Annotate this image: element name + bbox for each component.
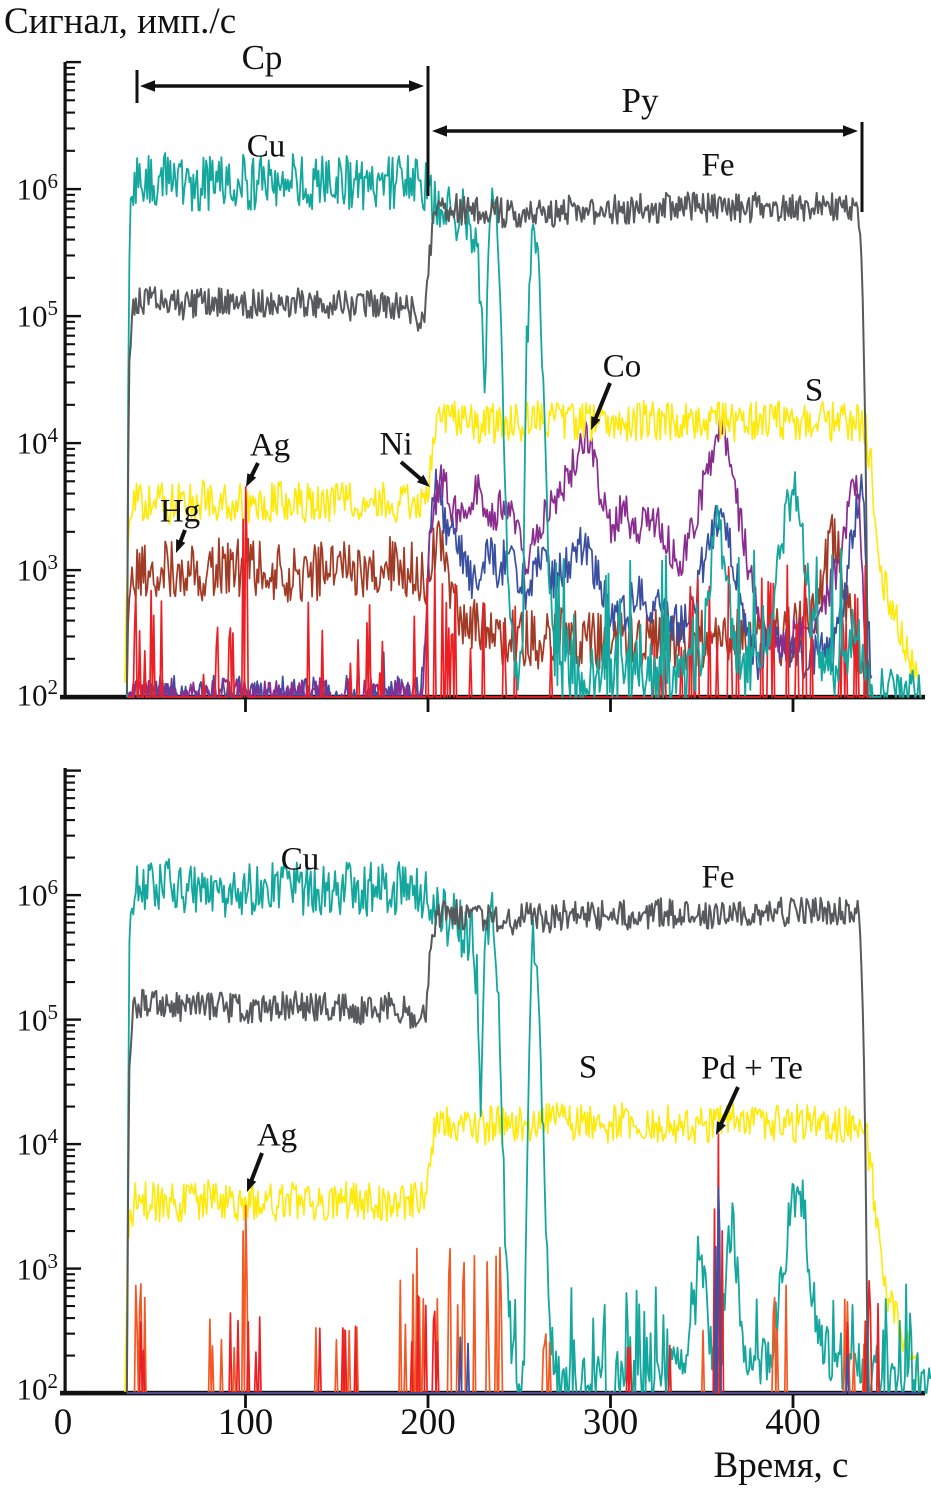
element-label-fe: Fe	[701, 147, 735, 184]
element-label-ag: Ag	[256, 1117, 298, 1154]
y-tick-base: 10	[16, 1371, 48, 1407]
arrowhead	[591, 416, 601, 430]
y-tick-exponent: 2	[47, 675, 59, 700]
x-tick-label: 200	[400, 1402, 456, 1443]
series-cu-top	[126, 152, 922, 698]
series-s-bottom	[124, 1102, 922, 1393]
y-tick-base: 10	[16, 677, 48, 713]
arrowhead	[432, 125, 447, 137]
y-tick-exponent: 4	[47, 1124, 59, 1149]
y-tick-exponent: 5	[47, 296, 59, 321]
zone-label-cp: Cp	[241, 38, 283, 77]
y-tick-base: 10	[16, 1251, 48, 1286]
y-tick-base: 10	[16, 1002, 48, 1037]
y-tick-label: 106	[0, 877, 59, 913]
element-label-s: S	[804, 372, 824, 409]
y-tick-base: 10	[16, 298, 48, 334]
y-tick-label: 103	[0, 552, 59, 588]
y-tick-exponent: 4	[47, 423, 59, 448]
x-tick-label: 100	[217, 1402, 274, 1443]
x-tick-label: 0	[53, 1402, 73, 1443]
arrowhead	[176, 539, 186, 553]
series-fe-top	[125, 191, 869, 698]
y-tick-exponent: 5	[47, 999, 59, 1024]
y-tick-label: 103	[0, 1250, 59, 1286]
arrowhead	[416, 474, 430, 487]
series-cu-bottom	[126, 858, 931, 1394]
element-label-pd-te: Pd + Te	[701, 1050, 803, 1087]
y-tick-base: 10	[16, 425, 48, 461]
series-fe-bottom	[125, 896, 869, 1394]
element-label-ag: Ag	[249, 427, 291, 464]
series-co-top	[126, 417, 869, 698]
annotation-arrow	[592, 382, 612, 422]
element-label-s: S	[578, 1049, 598, 1086]
element-label-co: Co	[602, 348, 642, 385]
y-tick-base: 10	[16, 171, 48, 207]
y-tick-base: 10	[16, 1126, 48, 1162]
x-tick-label: 300	[582, 1402, 639, 1443]
annotation-arrow	[399, 460, 424, 482]
annotation-arrow	[248, 1152, 264, 1184]
y-tick-label: 104	[0, 425, 59, 461]
y-tick-exponent: 2	[47, 1369, 59, 1394]
arrowhead	[409, 80, 424, 92]
x-tick-label: 400	[765, 1402, 821, 1443]
arrowhead	[247, 1178, 257, 1192]
zone-label-py: Py	[621, 81, 659, 120]
y-tick-exponent: 6	[47, 169, 59, 194]
element-label-ni: Ni	[379, 426, 413, 463]
y-tick-label: 105	[0, 1001, 59, 1037]
y-tick-label: 102	[0, 1371, 59, 1407]
y-tick-label: 105	[0, 298, 59, 334]
element-label-hg: Hg	[159, 493, 201, 530]
arrowhead	[140, 80, 155, 92]
series-pd-bottom	[126, 1186, 922, 1394]
y-tick-label: 104	[0, 1126, 59, 1162]
series-ni-top	[126, 468, 873, 698]
annotation-arrow	[718, 1086, 740, 1127]
series-s-top	[124, 399, 922, 697]
arrowhead	[716, 1121, 726, 1135]
y-tick-exponent: 6	[47, 875, 59, 900]
arrowhead	[843, 125, 858, 137]
y-axis-title: Сигнал, имп./с	[4, 1, 237, 42]
x-axis-title: Время, с	[713, 1445, 849, 1486]
element-label-cu: Cu	[246, 128, 286, 165]
plot-bottom	[60, 768, 931, 1408]
plot-top	[60, 60, 925, 712]
element-label-cu: Cu	[280, 841, 320, 878]
y-tick-label: 102	[0, 677, 59, 713]
y-tick-exponent: 3	[47, 550, 59, 575]
y-tick-label: 106	[0, 171, 59, 207]
y-tick-exponent: 3	[47, 1248, 59, 1273]
y-tick-base: 10	[16, 552, 48, 588]
arrowhead	[246, 473, 257, 487]
y-tick-base: 10	[16, 877, 48, 913]
series-ag-top	[126, 486, 876, 698]
element-label-fe: Fe	[701, 859, 735, 896]
